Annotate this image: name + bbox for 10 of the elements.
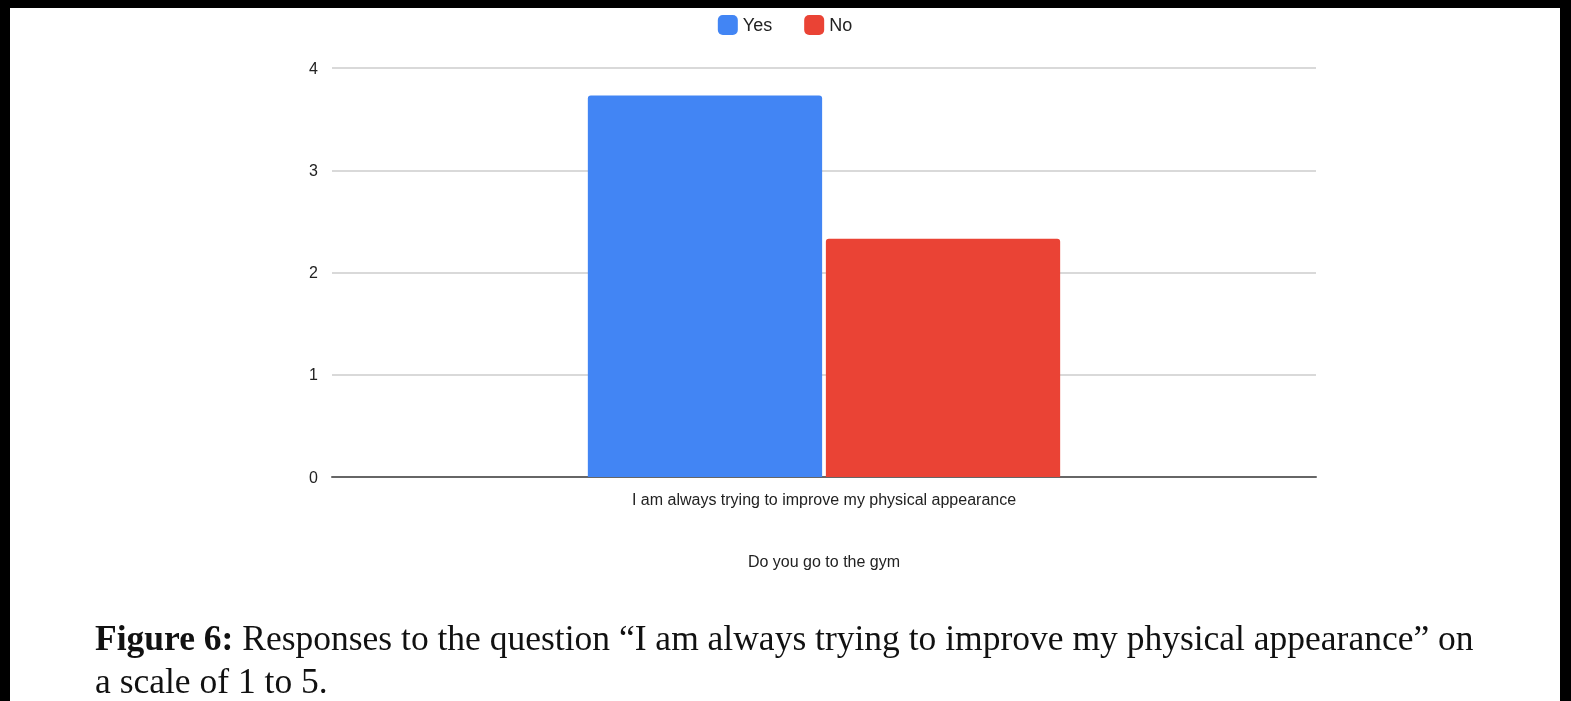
x-axis-title: Do you go to the gym bbox=[747, 552, 901, 570]
y-tick-label: 3 bbox=[309, 161, 319, 179]
y-tick-label: 1 bbox=[309, 366, 319, 384]
y-tick-label: 2 bbox=[309, 264, 319, 281]
y-tick-label: 0 bbox=[309, 468, 319, 486]
legend-label: No bbox=[829, 15, 853, 35]
x-tick-label: I am always trying to improve my physical appearance bbox=[631, 490, 1017, 508]
caption: Figure 6: Responses to the question “I am always trying to improve my physical appearance” on a scale of 1 to 5. bbox=[95, 618, 1474, 701]
legend-label: Yes bbox=[742, 15, 773, 35]
y-tick-label: 4 bbox=[309, 59, 319, 77]
